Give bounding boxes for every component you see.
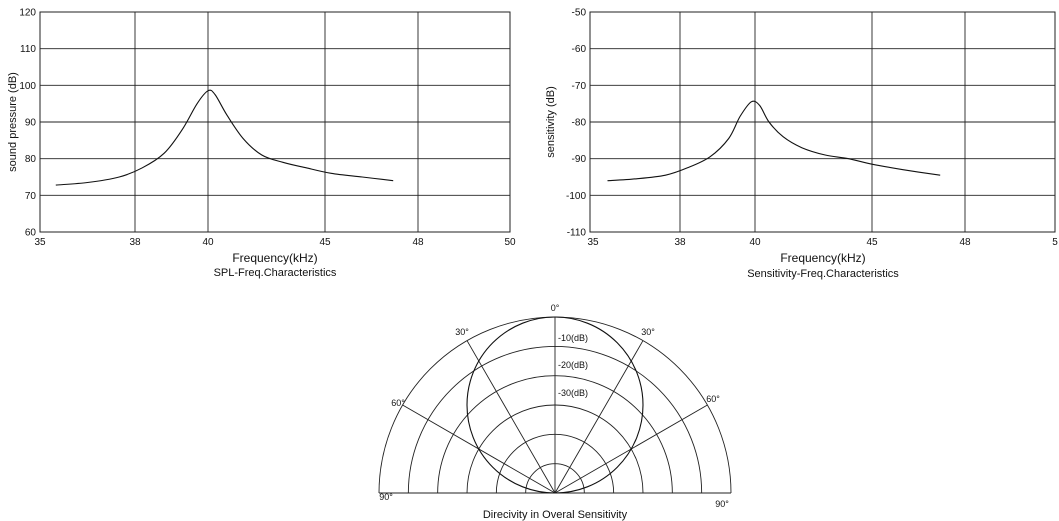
angle-label: 90° bbox=[379, 492, 393, 502]
y-tick-label: -50 bbox=[572, 8, 587, 19]
y-tick-label: 110 bbox=[20, 44, 36, 55]
angle-label: 60° bbox=[706, 394, 720, 404]
x-tick-label: 50 bbox=[504, 237, 516, 248]
y-axis-label: sound pressure (dB) bbox=[7, 72, 19, 172]
x-tick-label: 35 bbox=[34, 237, 46, 248]
y-tick-label: -70 bbox=[572, 81, 587, 92]
series-line bbox=[607, 100, 941, 182]
angle-label: 60° bbox=[391, 398, 405, 408]
y-tick-label: -100 bbox=[566, 191, 586, 202]
x-tick-label: 38 bbox=[129, 237, 141, 248]
x-axis-label: Frequency(kHz) bbox=[780, 251, 865, 265]
polar-spoke bbox=[554, 340, 644, 494]
plot-frame bbox=[589, 11, 1056, 233]
angle-label: 30° bbox=[641, 327, 655, 337]
directivity-pattern bbox=[466, 316, 644, 494]
series-line bbox=[55, 89, 394, 186]
x-tick-label: 48 bbox=[959, 237, 971, 248]
chart-title: Direcivity in Overal Sensitivity bbox=[483, 509, 628, 521]
angle-label: 0° bbox=[551, 303, 560, 313]
chart-title: Sensitivity-Freq.Characteristics bbox=[747, 268, 899, 280]
y-tick-label: -110 bbox=[567, 228, 587, 239]
y-tick-label: 120 bbox=[19, 8, 36, 19]
x-tick-label: 40 bbox=[202, 237, 214, 248]
chart-1: 60 70 80 90 100 110 120 35 38 40 45 48 50 sound press… bbox=[7, 8, 516, 280]
x-axis-label: Frequency(kHz) bbox=[232, 251, 317, 265]
ring-db-label: -10(dB) bbox=[558, 333, 588, 343]
x-tick-label: 5 bbox=[1052, 237, 1058, 248]
x-tick-label: 40 bbox=[749, 237, 761, 248]
x-tick-label: 45 bbox=[319, 237, 331, 248]
x-tick-label: 45 bbox=[866, 237, 878, 248]
y-tick-label: -80 bbox=[572, 118, 587, 129]
plot-frame bbox=[39, 11, 511, 233]
polar-spoke bbox=[466, 340, 556, 494]
y-tick-label: 80 bbox=[25, 154, 37, 165]
angle-label: 30° bbox=[455, 327, 469, 337]
y-tick-label: -90 bbox=[572, 154, 587, 165]
y-tick-label: -60 bbox=[572, 44, 587, 55]
angle-label: 90° bbox=[715, 499, 729, 509]
y-axis-label: sensitivity (dB) bbox=[545, 86, 557, 158]
y-tick-label: 60 bbox=[25, 228, 37, 239]
ring-db-label: -20(dB) bbox=[558, 360, 588, 370]
y-tick-label: 90 bbox=[25, 118, 37, 129]
x-tick-label: 48 bbox=[412, 237, 424, 248]
chart-3: 0° 30° 30° 60° 60° 90° 90° -10(dB) -20(dB) -30(dB… bbox=[378, 303, 732, 521]
y-tick-label: 100 bbox=[19, 81, 36, 92]
chart-title: SPL-Freq.Characteristics bbox=[214, 267, 337, 279]
x-tick-label: 38 bbox=[674, 237, 686, 248]
x-tick-label: 35 bbox=[587, 237, 599, 248]
ring-db-label: -30(dB) bbox=[558, 388, 588, 398]
y-tick-label: 70 bbox=[25, 191, 37, 202]
